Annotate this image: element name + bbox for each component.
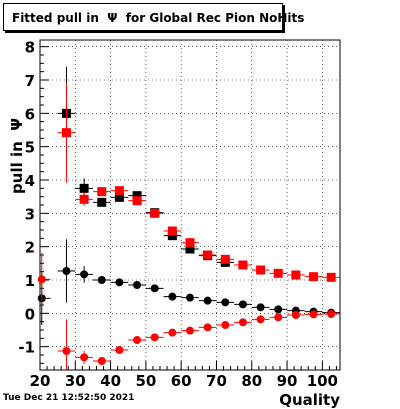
x-tick-label: 70 [206,372,227,390]
circle-marker [186,293,194,302]
circle-marker [150,284,159,293]
square-marker [238,260,248,270]
y-tick-label: 2 [25,239,35,257]
square-marker [97,187,107,197]
x-tick-label: 50 [135,372,156,390]
circle-marker [168,292,177,301]
circle-marker [97,276,106,284]
circle-marker [238,300,247,309]
square-marker [61,128,71,138]
square-marker [291,270,301,280]
square-marker [185,244,195,254]
circle-marker [238,318,247,327]
x-tick-label: 40 [100,372,121,390]
chart-title-box: Fitted pull in Ψ for Global Rec Pion NoH… [3,3,304,31]
series-0 [57,66,252,270]
square-marker [220,254,230,264]
square-marker [132,196,142,206]
circle-marker [97,357,106,365]
circle-marker [150,333,159,342]
circle-marker [80,270,89,279]
x-axis-label: Quality [279,391,340,409]
circle-marker [221,298,230,307]
circle-marker [291,311,300,319]
circle-marker [274,313,283,322]
square-marker [185,238,195,248]
circle-marker [37,275,46,284]
circle-marker [256,315,265,324]
square-marker [273,268,283,278]
y-tick-label: 0 [25,305,35,323]
y-tick-label: 5 [25,139,35,157]
circle-marker [256,303,265,312]
circle-marker [327,310,336,318]
square-marker [167,226,177,236]
circle-marker [168,328,177,337]
square-marker [203,250,213,260]
y-tick-label: -1 [18,339,35,357]
circle-marker [133,336,142,344]
square-marker [326,272,336,282]
square-marker [114,192,124,202]
circle-marker [221,321,230,329]
grid-lines [39,40,340,370]
y-tick-label: 7 [25,72,35,90]
x-tick-label: 30 [65,372,86,390]
square-marker [132,191,142,201]
square-marker [150,208,160,218]
plot-frame [39,39,341,371]
y-tick-label: 4 [25,172,35,190]
circle-marker [62,347,71,355]
square-marker [167,231,177,241]
x-tick-label: 20 [30,372,51,390]
y-tick-label: 1 [25,272,35,290]
axis-ticks: 20 30 40 50 60 70 80 90 100 -1 0 1 2 3 4 5 6 7 8 [18,39,338,390]
series-3 [37,252,340,370]
circle-marker [186,326,194,335]
x-tick-label: 80 [241,372,262,390]
timestamp: Tue Dec 21 12:52:50 2021 [3,393,135,403]
circle-marker [115,346,124,354]
square-marker [256,265,266,275]
square-marker [97,197,107,207]
circle-marker [203,296,212,305]
y-tick-label: 3 [25,205,35,223]
x-tick-label: 100 [307,372,338,390]
square-marker [79,183,89,193]
square-marker [79,194,89,204]
circle-marker [309,310,318,319]
square-marker [114,186,124,196]
y-tick-label: 8 [25,39,35,57]
data-markers [37,66,340,370]
circle-marker [203,323,212,332]
circle-marker [115,278,124,287]
y-tick-label: 6 [25,105,35,123]
x-tick-label: 60 [171,372,192,390]
circle-marker [274,305,283,314]
y-axis-label: pull in Ψ [8,118,26,194]
series-1 [57,82,340,282]
square-marker [309,272,319,282]
circle-marker [133,281,142,289]
chart-title: Fitted pull in Ψ for Global Rec Pion NoH… [12,11,305,25]
x-tick-label: 90 [277,372,298,390]
circle-marker [62,267,71,275]
circle-marker [80,353,89,362]
